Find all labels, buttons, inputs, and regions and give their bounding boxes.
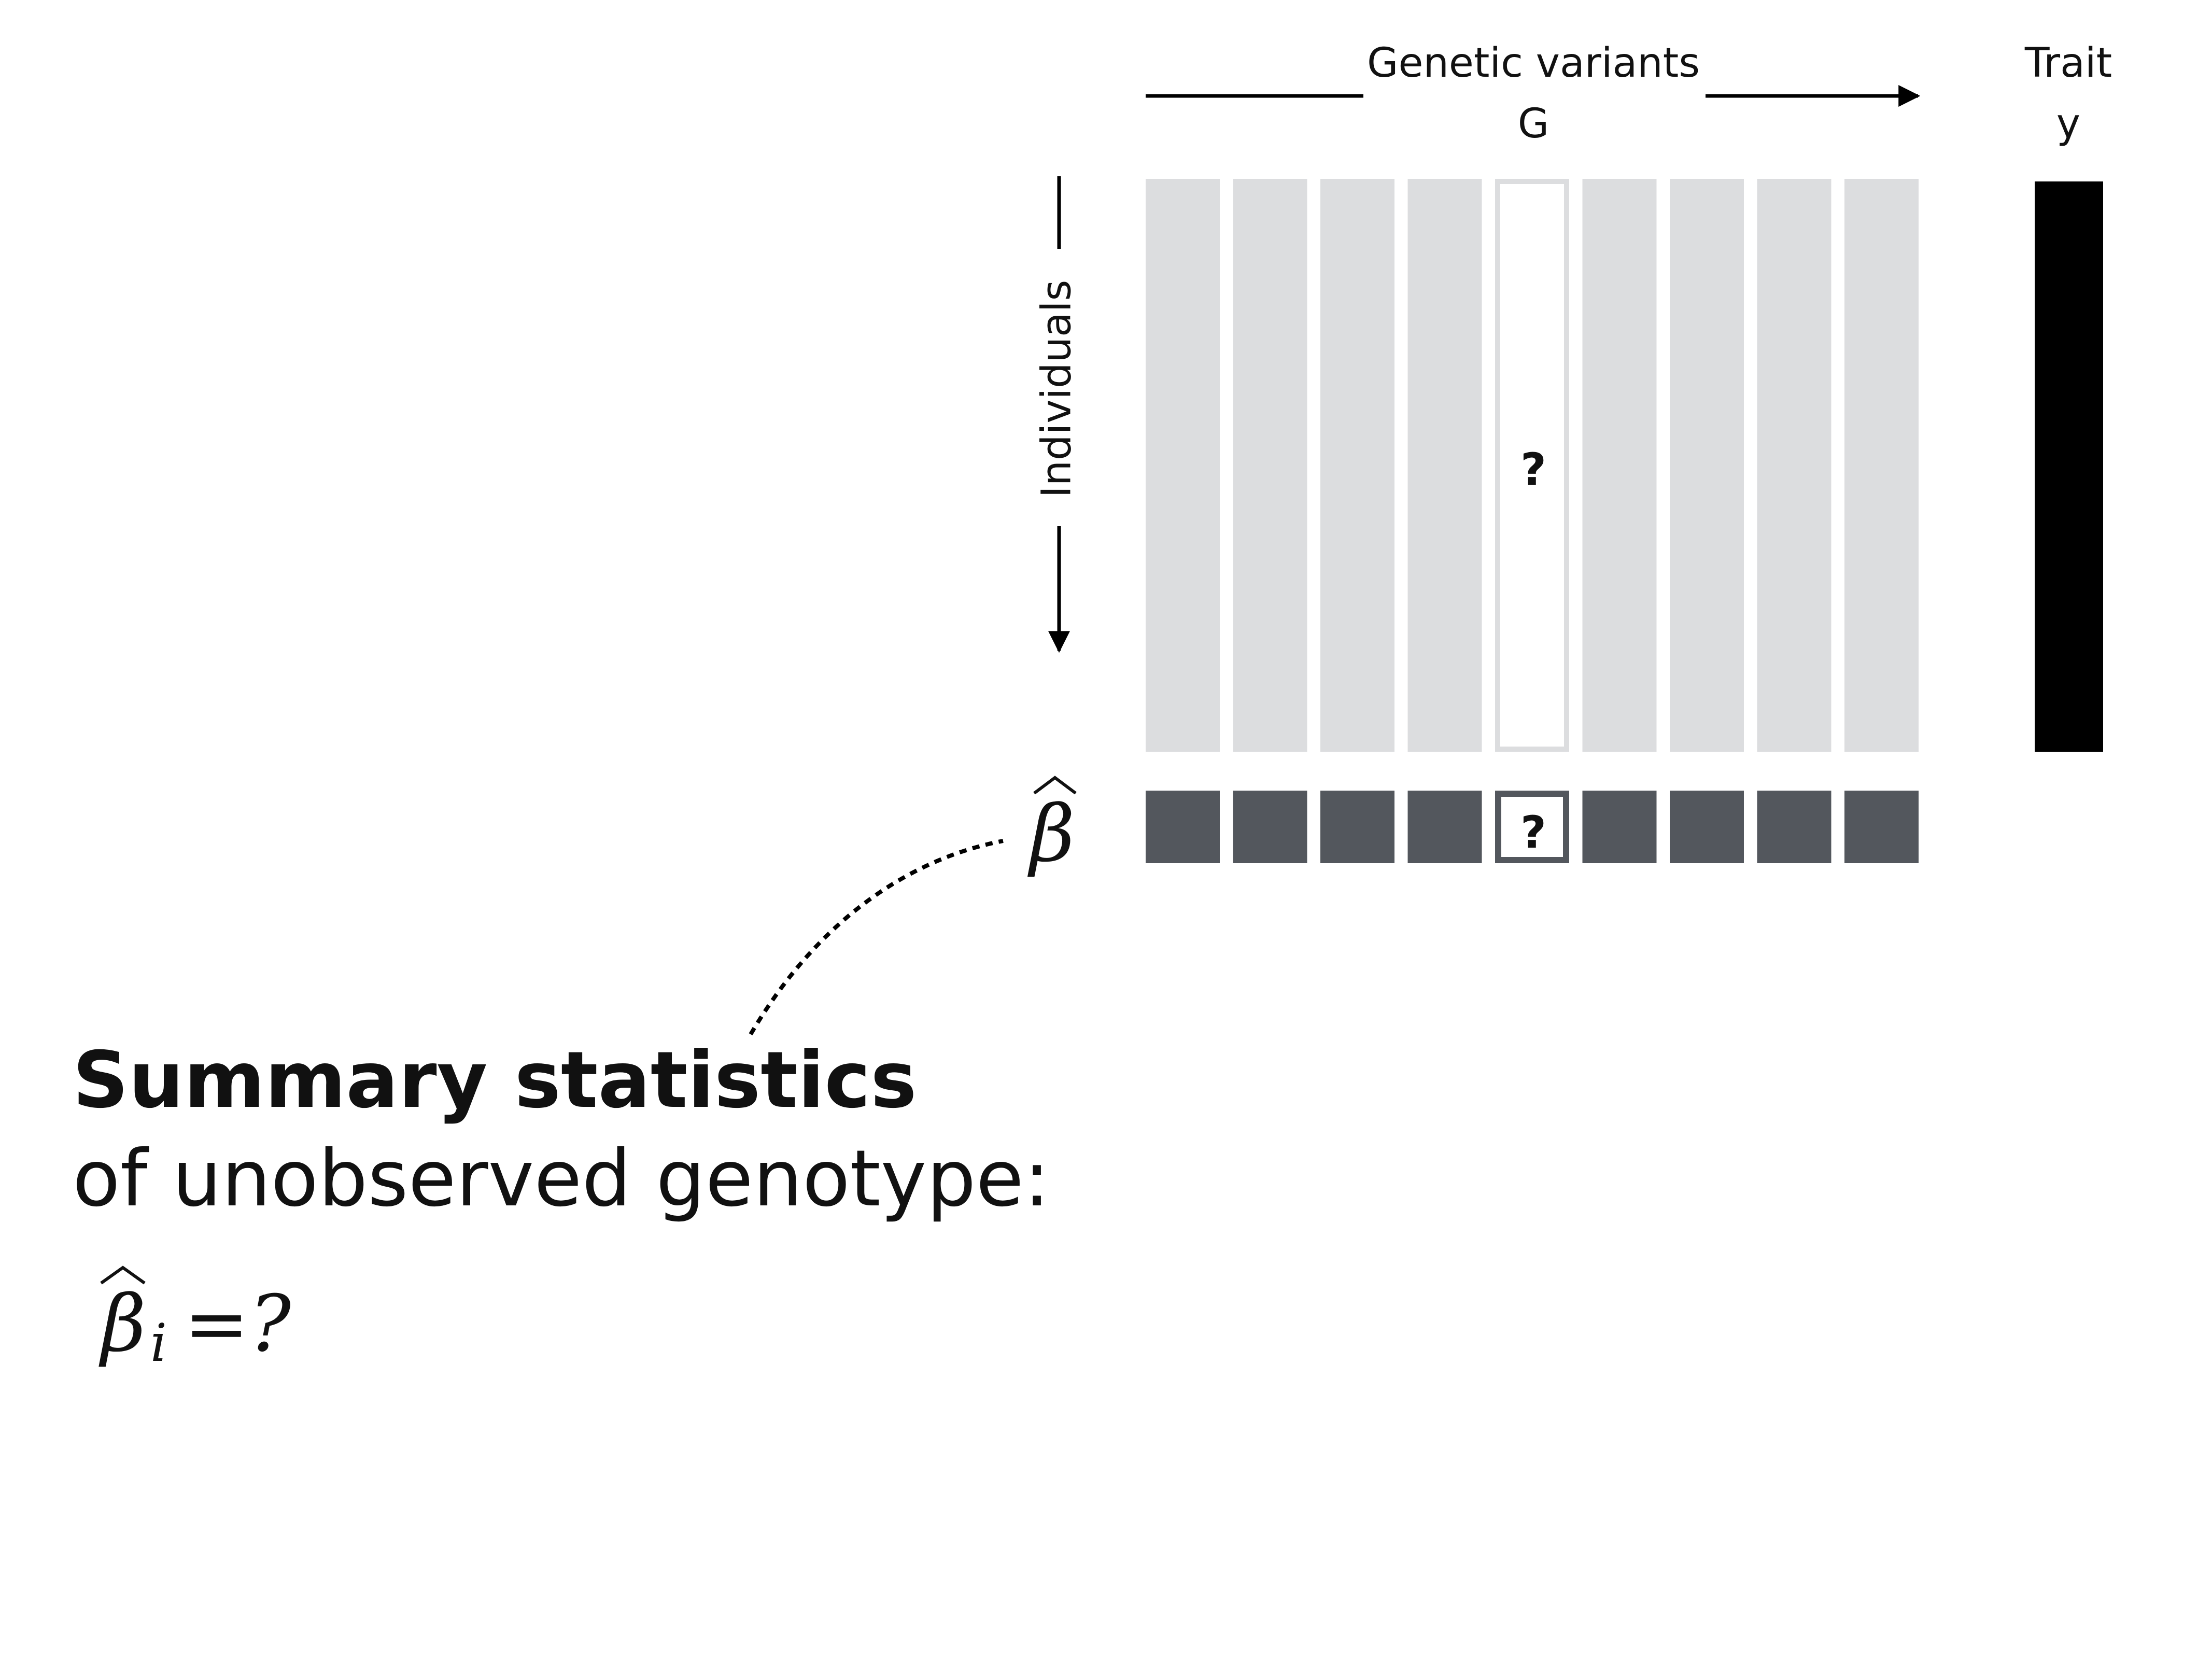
individuals-label: Individuals [1033, 280, 1080, 498]
genotype-column [1844, 179, 1919, 752]
genotype-column-unknown [1495, 179, 1569, 752]
genotype-column [1757, 179, 1831, 752]
beta-symbol: β [1027, 789, 1075, 879]
beta-cell [1670, 791, 1744, 863]
caption-title: Summary statistics [73, 1035, 917, 1126]
beta-cell [1844, 791, 1919, 863]
beta-cell [1320, 791, 1394, 863]
genotype-column [1670, 179, 1744, 752]
dotted-connector [749, 839, 1004, 1036]
genotype-column [1582, 179, 1657, 752]
caption-equation: β i =? [98, 1266, 292, 1373]
genotype-column [1320, 179, 1394, 752]
genotype-column [1233, 179, 1307, 752]
beta-cell-unknown [1495, 791, 1569, 863]
equation-hat-accent [100, 1266, 146, 1285]
genetic-variants-symbol: G [1518, 101, 1549, 147]
beta-cell [1757, 791, 1831, 863]
trait-bar [2035, 181, 2103, 752]
beta-cell [1407, 791, 1482, 863]
beta-hat-symbol: β [1027, 776, 1077, 879]
equation-beta-symbol: β [98, 1279, 146, 1369]
beta-row [1146, 791, 1919, 863]
trait-symbol: y [2056, 101, 2080, 147]
unknown-genotype-marker: ? [1520, 444, 1546, 496]
genetic-variants-label: Genetic variants [1367, 40, 1700, 87]
beta-cell [1233, 791, 1307, 863]
genotype-column [1146, 179, 1220, 752]
equation-subscript: i [150, 1313, 167, 1373]
genotype-column [1407, 179, 1482, 752]
trait-label: Trait [2024, 40, 2112, 87]
caption-subtitle: of unobserved genotype: [73, 1134, 1050, 1224]
genotype-matrix [1146, 179, 1919, 752]
beta-cell [1146, 791, 1220, 863]
beta-hat-accent [1033, 776, 1077, 795]
equation-rhs: =? [184, 1279, 292, 1369]
beta-cell [1582, 791, 1657, 863]
beta-row-unknown-marker: ? [1520, 807, 1546, 859]
